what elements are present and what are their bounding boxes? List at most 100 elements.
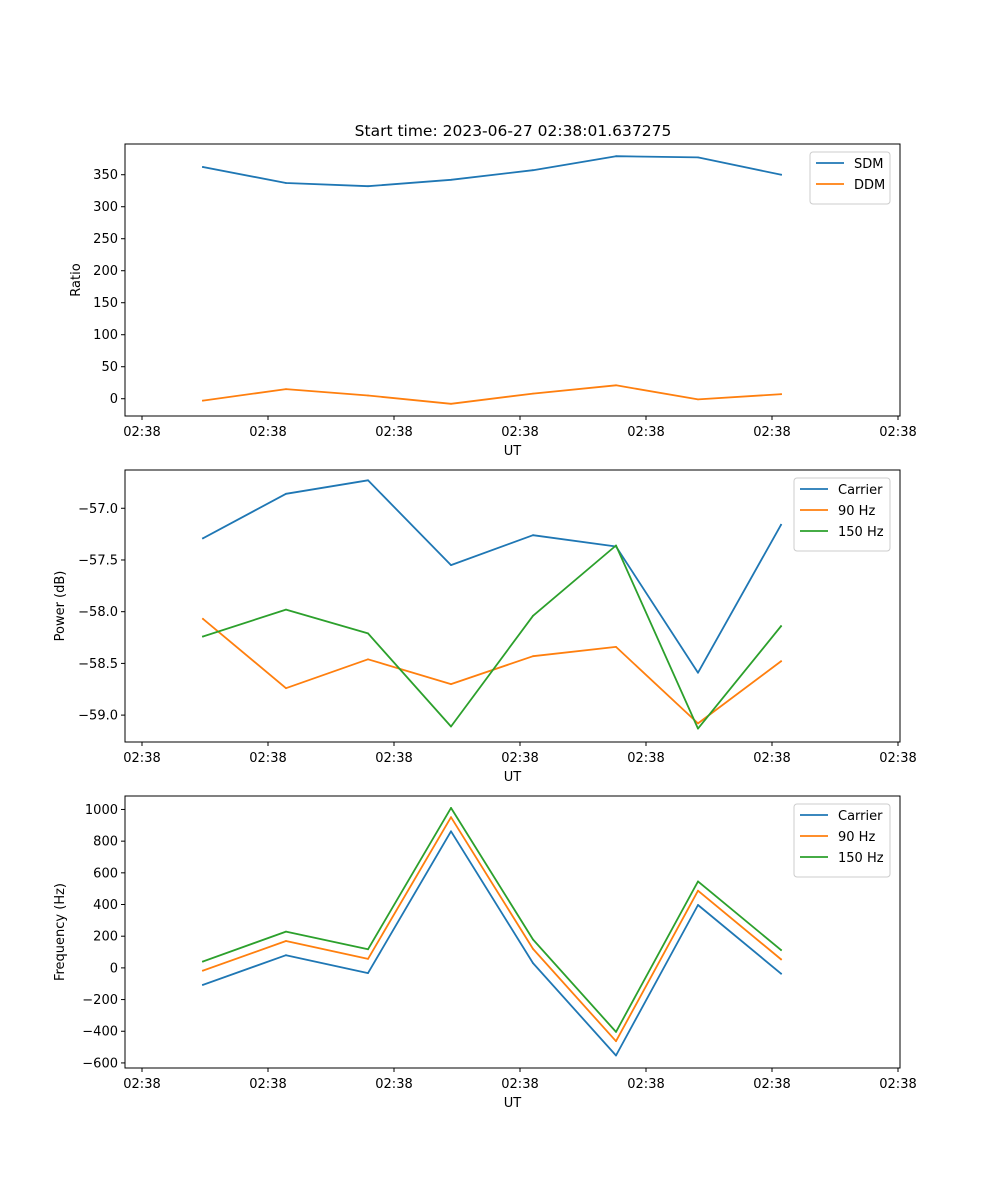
data-point	[202, 983, 204, 986]
y-tick-label: 300	[93, 200, 118, 215]
data-point	[615, 1040, 617, 1043]
legend-label: 150 Hz	[838, 851, 884, 866]
data-point	[615, 1054, 617, 1057]
legend: Carrier 90 Hz 150 Hz	[793, 803, 891, 878]
y-tick-label: 100	[93, 328, 118, 343]
data-point	[615, 646, 617, 648]
legend-label: 90 Hz	[838, 504, 875, 519]
data-point	[285, 608, 287, 611]
series-line-ddm	[201, 384, 782, 405]
subplot-2: 02:38 02:38 02:38 02:38 02:38 02:38 02:38 −59.0…	[53, 469, 917, 785]
x-axis-label: UT	[504, 1096, 522, 1111]
data-point	[780, 972, 782, 975]
chart-title: Start time: 2023-06-27 02:38:01.637275	[355, 122, 672, 140]
data-point	[285, 930, 287, 933]
y-tick-label: 250	[93, 232, 118, 247]
legend-label: DDM	[854, 178, 885, 193]
legend-box	[809, 151, 891, 205]
data-point	[285, 388, 287, 390]
x-tick-label: 02:38	[627, 425, 664, 440]
series-line-sdm	[201, 155, 783, 188]
x-tick-label: 02:38	[753, 1077, 790, 1092]
data-point	[532, 534, 534, 537]
legend-label: 90 Hz	[838, 830, 875, 845]
x-tick-label: 02:38	[501, 1077, 538, 1092]
x-tick-label: 02:38	[753, 425, 790, 440]
x-tick-label: 02:38	[501, 425, 538, 440]
y-axis-label: Frequency (Hz)	[53, 883, 68, 981]
legend-label: 150 Hz	[838, 525, 884, 540]
data-point	[780, 958, 782, 961]
x-axis-label: UT	[504, 770, 522, 785]
data-point	[202, 399, 204, 402]
data-point	[202, 635, 204, 638]
data-point	[697, 156, 699, 159]
data-point	[202, 166, 204, 168]
y-tick-label: 200	[93, 930, 118, 945]
x-tick-label: 02:38	[879, 751, 916, 766]
data-point	[532, 169, 534, 172]
data-point	[780, 393, 782, 396]
x-tick-label: 02:38	[249, 751, 286, 766]
y-tick-label: 800	[93, 835, 118, 850]
legend-box	[793, 477, 891, 552]
data-point	[697, 671, 699, 674]
data-point	[202, 618, 204, 620]
y-tick-label: 1000	[85, 803, 118, 818]
legend-label: SDM	[854, 157, 883, 172]
data-point	[450, 830, 452, 833]
x-tick-label: 02:38	[249, 1077, 286, 1092]
data-point	[532, 655, 534, 658]
data-point	[697, 904, 699, 906]
data-point	[367, 958, 369, 960]
y-tick-label: 0	[110, 392, 118, 407]
data-point	[202, 969, 204, 972]
data-point	[780, 949, 782, 951]
data-point	[450, 564, 452, 566]
y-tick-label: 50	[101, 360, 118, 375]
data-point	[367, 948, 369, 951]
data-point	[697, 398, 699, 401]
data-point	[202, 960, 204, 963]
data-point	[285, 940, 287, 942]
data-point	[367, 185, 369, 188]
data-point	[367, 632, 369, 635]
y-tick-label: 350	[93, 168, 118, 183]
data-point	[697, 727, 699, 730]
series-line-carrier	[201, 830, 783, 1057]
data-point	[532, 938, 534, 941]
y-tick-label: 150	[93, 296, 118, 311]
x-tick-label: 02:38	[375, 751, 412, 766]
x-tick-label: 02:38	[123, 425, 160, 440]
data-point	[367, 658, 369, 661]
data-point	[697, 880, 699, 883]
subplot-1: 02:38 02:38 02:38 02:38 02:38 02:38 02:38 0 50 10…	[69, 143, 917, 459]
data-point	[615, 1031, 617, 1033]
axes-frame	[124, 795, 901, 1069]
data-point	[202, 537, 204, 540]
y-axis-label: Ratio	[69, 263, 84, 296]
y-tick-label: 600	[93, 866, 118, 881]
legend-label: Carrier	[838, 809, 883, 824]
series-line-150-hz	[201, 544, 783, 730]
data-point	[450, 683, 452, 685]
x-axis-label: UT	[504, 444, 522, 459]
data-point	[285, 182, 287, 184]
data-point	[450, 807, 452, 809]
data-point	[367, 972, 369, 974]
y-tick-label: 0	[110, 961, 118, 976]
data-point	[780, 625, 782, 628]
x-tick-label: 02:38	[627, 1077, 664, 1092]
data-point	[285, 954, 287, 957]
series-line-carrier	[201, 479, 783, 674]
y-tick-label: −59.0	[78, 709, 118, 724]
data-point	[450, 816, 452, 819]
data-point	[450, 178, 452, 181]
legend-box	[793, 803, 891, 878]
data-point	[532, 614, 534, 617]
series-line-90-hz	[201, 816, 783, 1043]
y-tick-label: 200	[93, 264, 118, 279]
x-tick-label: 02:38	[375, 425, 412, 440]
x-tick-label: 02:38	[501, 751, 538, 766]
